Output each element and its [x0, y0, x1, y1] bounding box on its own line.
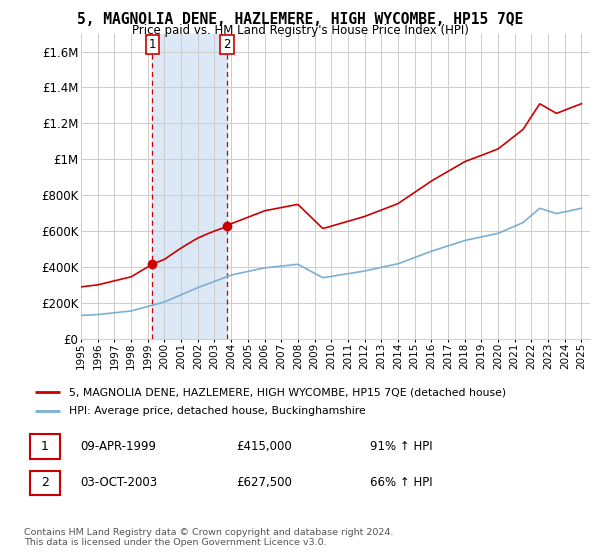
Text: 03-OCT-2003: 03-OCT-2003 [80, 477, 157, 489]
Text: 66% ↑ HPI: 66% ↑ HPI [370, 477, 433, 489]
Text: Price paid vs. HM Land Registry's House Price Index (HPI): Price paid vs. HM Land Registry's House … [131, 24, 469, 37]
Text: Contains HM Land Registry data © Crown copyright and database right 2024.
This d: Contains HM Land Registry data © Crown c… [24, 528, 394, 547]
FancyBboxPatch shape [29, 471, 60, 495]
Text: 91% ↑ HPI: 91% ↑ HPI [370, 440, 433, 453]
Text: £415,000: £415,000 [236, 440, 292, 453]
Text: 5, MAGNOLIA DENE, HAZLEMERE, HIGH WYCOMBE, HP15 7QE: 5, MAGNOLIA DENE, HAZLEMERE, HIGH WYCOMB… [77, 12, 523, 27]
Text: 1: 1 [41, 440, 49, 453]
Text: 2: 2 [41, 477, 49, 489]
Text: HPI: Average price, detached house, Buckinghamshire: HPI: Average price, detached house, Buck… [68, 407, 365, 417]
Text: 5, MAGNOLIA DENE, HAZLEMERE, HIGH WYCOMBE, HP15 7QE (detached house): 5, MAGNOLIA DENE, HAZLEMERE, HIGH WYCOMB… [68, 387, 506, 397]
FancyBboxPatch shape [29, 435, 60, 459]
Bar [152, 34, 227, 339]
Text: 09-APR-1999: 09-APR-1999 [80, 440, 156, 453]
Text: 1: 1 [148, 38, 156, 51]
Text: £627,500: £627,500 [236, 477, 292, 489]
Text: 2: 2 [223, 38, 231, 51]
